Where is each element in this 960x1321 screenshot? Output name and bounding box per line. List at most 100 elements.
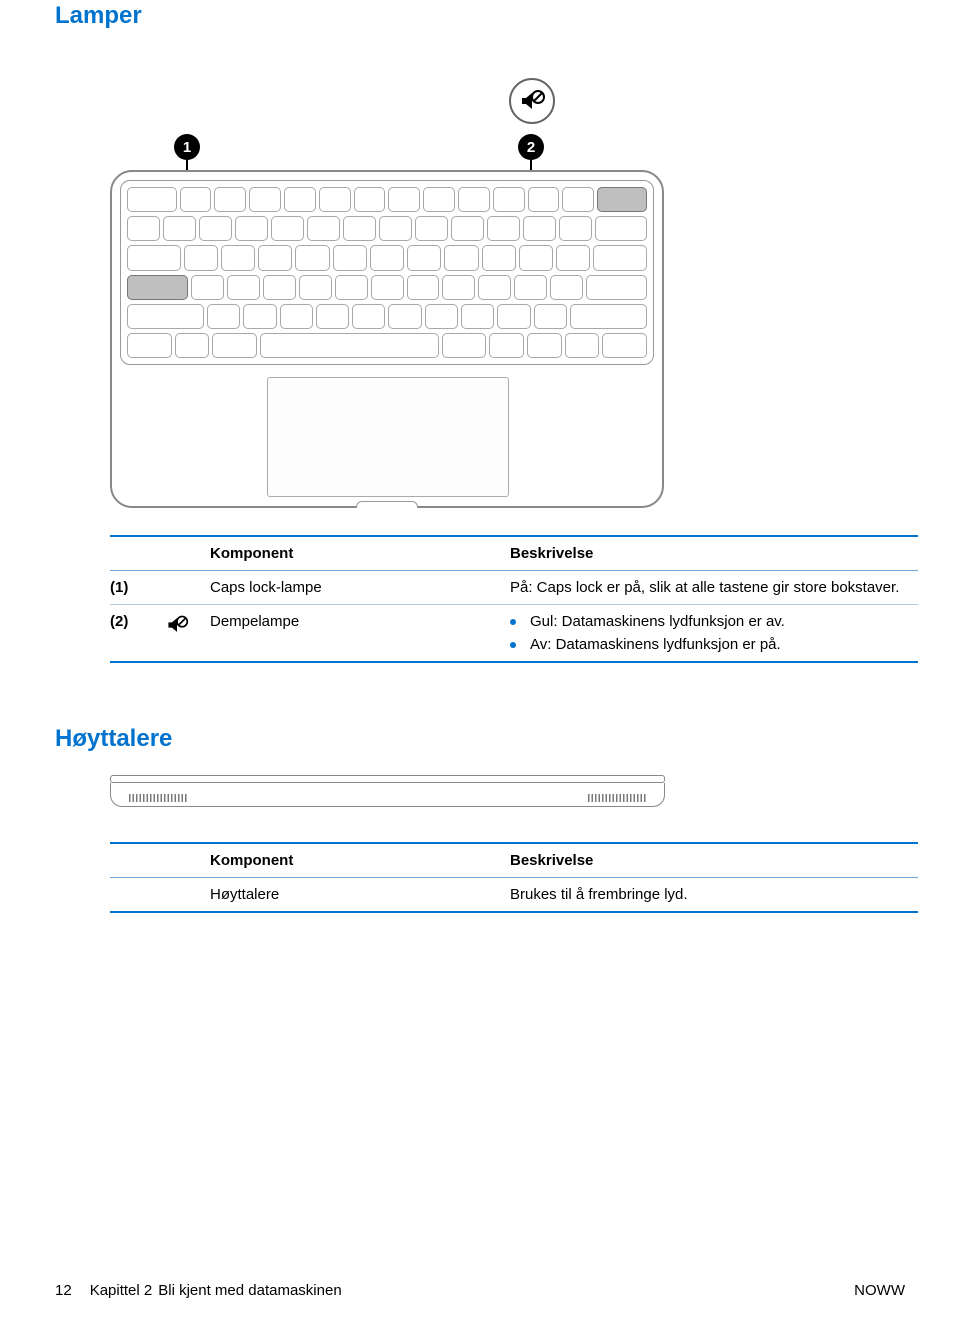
key [227, 275, 260, 300]
key [235, 216, 268, 241]
hinge-lid [110, 775, 665, 783]
key [335, 275, 368, 300]
table-header-description: Beskrivelse [510, 852, 918, 869]
speakers-table: Komponent Beskrivelse Høyttalere Brukes … [110, 842, 918, 913]
keyboard-row [127, 187, 647, 212]
key [271, 216, 304, 241]
key [493, 187, 525, 212]
keyboard-row [127, 304, 647, 329]
key [371, 275, 404, 300]
key [307, 216, 340, 241]
component-description: Gul: Datamaskinens lydfunksjon er av. Av… [510, 613, 918, 653]
figure-mute-badge [509, 78, 555, 124]
key [127, 187, 177, 212]
key [482, 245, 516, 270]
key [556, 245, 590, 270]
chapter-title: Bli kjent med datamaskinen [158, 1282, 341, 1299]
key [570, 304, 647, 329]
key [423, 187, 455, 212]
key [442, 333, 487, 358]
callout-marker-2: 2 [518, 134, 544, 160]
key [333, 245, 367, 270]
component-name: Caps lock-lampe [210, 579, 510, 596]
table-row: Høyttalere Brukes til å frembringe lyd. [110, 878, 918, 913]
key [602, 333, 647, 358]
key [415, 216, 448, 241]
mute-icon [165, 613, 189, 637]
key [407, 275, 440, 300]
key [127, 304, 204, 329]
mute-icon [518, 87, 546, 115]
table-header-description: Beskrivelse [510, 545, 918, 562]
key [316, 304, 349, 329]
key [280, 304, 313, 329]
key [379, 216, 412, 241]
key [534, 304, 567, 329]
key [565, 333, 600, 358]
hinge-figure [110, 775, 665, 820]
table-header-row: Komponent Beskrivelse [110, 842, 918, 878]
component-description: På: Caps lock er på, slik at alle tasten… [510, 579, 918, 596]
key [550, 275, 583, 300]
keyboard-row [127, 333, 647, 358]
key [444, 245, 478, 270]
key [527, 333, 562, 358]
callout-marker-1: 1 [174, 134, 200, 160]
key-highlighted [597, 187, 647, 212]
hinge-notch [356, 501, 418, 508]
keyboard-row [127, 245, 647, 270]
key [451, 216, 484, 241]
page-footer: 12 Kapittel 2 Bli kjent med datamaskinen… [55, 1282, 905, 1299]
bullet-text: Av: Datamaskinens lydfunksjon er på. [530, 636, 781, 653]
key [295, 245, 329, 270]
table-header-component: Komponent [210, 545, 510, 562]
key [207, 304, 240, 329]
key [519, 245, 553, 270]
row-number: (2) [110, 613, 165, 630]
table-header-component: Komponent [210, 852, 510, 869]
component-name: Høyttalere [210, 886, 510, 903]
speaker-grille-left [129, 794, 187, 802]
key [458, 187, 490, 212]
key [388, 187, 420, 212]
key [163, 216, 196, 241]
chapter-ref: Kapittel 2 [90, 1282, 153, 1299]
key [212, 333, 257, 358]
key [528, 187, 560, 212]
key [199, 216, 232, 241]
keyboard-row [127, 216, 647, 241]
key [243, 304, 276, 329]
page: Lamper 1 2 Komponent Beskrivelse ( [0, 0, 960, 1321]
key [127, 216, 160, 241]
key [562, 187, 594, 212]
table-row: (2) Dempelampe Gul: Datamaskinens lydfun… [110, 605, 918, 663]
table-row: (1) Caps lock-lampe På: Caps lock er på,… [110, 571, 918, 605]
key [127, 245, 181, 270]
key [425, 304, 458, 329]
hinge-base [110, 783, 665, 807]
key [214, 187, 246, 212]
key [595, 216, 647, 241]
key [442, 275, 475, 300]
key [461, 304, 494, 329]
speaker-grille-right [588, 794, 646, 802]
laptop-body [110, 170, 664, 508]
key [593, 245, 647, 270]
bullet-text: Gul: Datamaskinens lydfunksjon er av. [530, 613, 785, 630]
key [586, 275, 647, 300]
key [184, 245, 218, 270]
key-highlighted [127, 275, 188, 300]
key [487, 216, 520, 241]
table-header-row: Komponent Beskrivelse [110, 535, 918, 571]
key [354, 187, 386, 212]
component-description: Brukes til å frembringe lyd. [510, 886, 918, 903]
key [523, 216, 556, 241]
key [191, 275, 224, 300]
key [180, 187, 212, 212]
key [370, 245, 404, 270]
key [221, 245, 255, 270]
keyboard-figure: 1 2 [110, 48, 670, 513]
footer-right-marker: NOWW [854, 1282, 905, 1299]
key [559, 216, 592, 241]
key [514, 275, 547, 300]
